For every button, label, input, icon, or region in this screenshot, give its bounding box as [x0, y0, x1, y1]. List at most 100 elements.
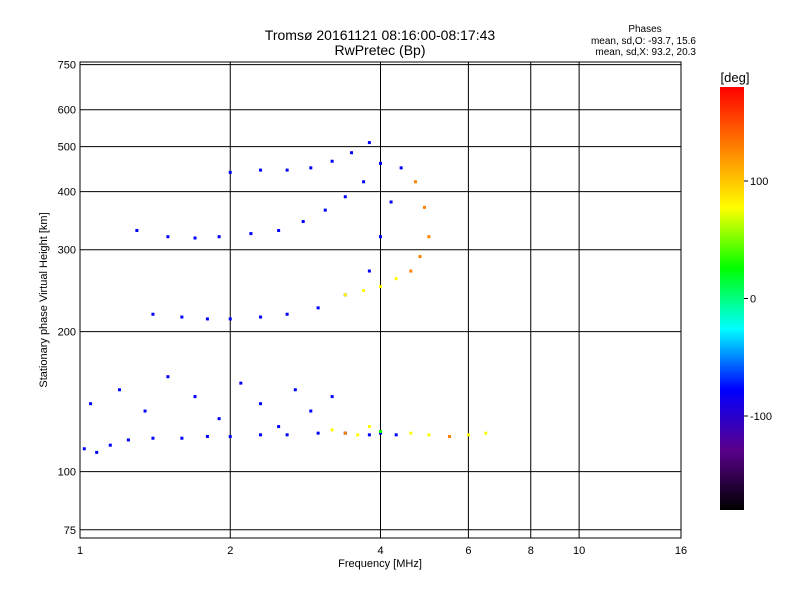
y-tick-label: 750 [58, 60, 76, 72]
data-point [379, 429, 382, 433]
data-point [108, 443, 112, 447]
data-point [193, 236, 197, 240]
data-point [285, 168, 289, 172]
data-point [118, 388, 122, 392]
data-points [82, 141, 488, 454]
data-point [367, 425, 371, 429]
colorbar-tick-label: 0 [750, 294, 756, 306]
data-point [379, 431, 382, 435]
x-axis-label: Frequency [MHz] [338, 558, 422, 570]
x-axis-ticks: 1 2 4 6 8 10 16 [77, 545, 687, 557]
data-point [394, 433, 398, 437]
data-point [466, 433, 470, 437]
data-point [277, 228, 281, 232]
data-point [180, 315, 184, 319]
data-point [285, 312, 289, 316]
data-point [95, 450, 99, 454]
plot-frame [79, 61, 682, 539]
stats-line-x: mean, sd,X: 93.2, 20.3 [595, 47, 696, 58]
data-point [379, 161, 382, 165]
data-point [151, 436, 155, 440]
x-tick-label: 8 [528, 545, 534, 557]
data-point [259, 315, 263, 319]
data-point [399, 166, 403, 170]
y-tick-label: 75 [64, 525, 76, 537]
colorbar-ticks: 100 0 -100 [744, 176, 772, 423]
data-point [409, 269, 413, 273]
colorbar [720, 87, 744, 510]
data-point [205, 317, 209, 321]
data-point [330, 428, 334, 432]
data-point [367, 269, 371, 273]
y-tick-label: 100 [58, 467, 76, 479]
data-point [309, 409, 313, 413]
data-point [367, 433, 371, 437]
colorbar-tick-label: 100 [750, 176, 768, 188]
data-point [259, 402, 263, 406]
y-axis-label: Stationary phase Virtual Height [km] [38, 212, 50, 387]
y-tick-label: 400 [58, 187, 76, 199]
data-point [330, 159, 334, 163]
data-point [143, 409, 147, 413]
colorbar-tick-label: -100 [750, 411, 772, 423]
data-point [484, 431, 488, 435]
data-point [82, 447, 86, 451]
x-tick-label: 10 [573, 545, 585, 557]
data-point [422, 205, 426, 209]
y-tick-label: 300 [58, 245, 76, 257]
data-point [89, 402, 93, 406]
data-point [217, 235, 221, 239]
data-point [394, 277, 398, 281]
data-point [343, 293, 347, 297]
data-point [259, 433, 263, 437]
y-axis-ticks: 75 100 200 300 400 500 600 750 [58, 60, 76, 537]
data-point [259, 168, 263, 172]
data-point [239, 381, 243, 385]
data-point [323, 208, 327, 212]
data-point [343, 195, 347, 199]
stats-line-o: mean, sd,O: -93.7, 15.6 [591, 36, 696, 47]
data-point [228, 317, 232, 321]
data-point [413, 180, 417, 184]
data-point [389, 200, 393, 204]
data-point [316, 306, 320, 310]
data-point [166, 375, 170, 379]
data-point [180, 436, 184, 440]
x-tick-label: 6 [465, 545, 471, 557]
x-tick-label: 2 [227, 545, 233, 557]
data-point [193, 395, 197, 399]
x-tick-label: 16 [675, 545, 687, 557]
data-point [350, 151, 354, 155]
data-point [228, 170, 232, 174]
data-point [205, 435, 209, 439]
data-point [367, 141, 371, 145]
data-point [427, 433, 431, 437]
data-point [409, 431, 413, 435]
data-point [126, 438, 130, 442]
data-point [448, 435, 452, 439]
chart-title: Tromsø 20161121 08:16:00-08:17:43 [265, 27, 496, 43]
data-point [293, 388, 297, 392]
data-point [228, 435, 232, 439]
data-point [249, 232, 253, 236]
data-point [285, 433, 289, 437]
x-tick-label: 4 [377, 545, 383, 557]
data-point [330, 395, 334, 399]
data-point [309, 166, 313, 170]
data-point [166, 235, 170, 239]
colorbar-label: [deg] [721, 70, 750, 85]
data-point [343, 431, 347, 435]
data-point [362, 180, 366, 184]
data-point [316, 431, 320, 435]
data-point [301, 220, 305, 224]
data-point [135, 228, 139, 232]
data-point [277, 425, 281, 429]
data-point [379, 285, 382, 289]
y-tick-label: 600 [58, 105, 76, 117]
data-point [217, 417, 221, 421]
data-point [362, 289, 366, 293]
data-point [356, 433, 360, 437]
grid-lines [80, 62, 681, 538]
data-point [418, 255, 422, 259]
